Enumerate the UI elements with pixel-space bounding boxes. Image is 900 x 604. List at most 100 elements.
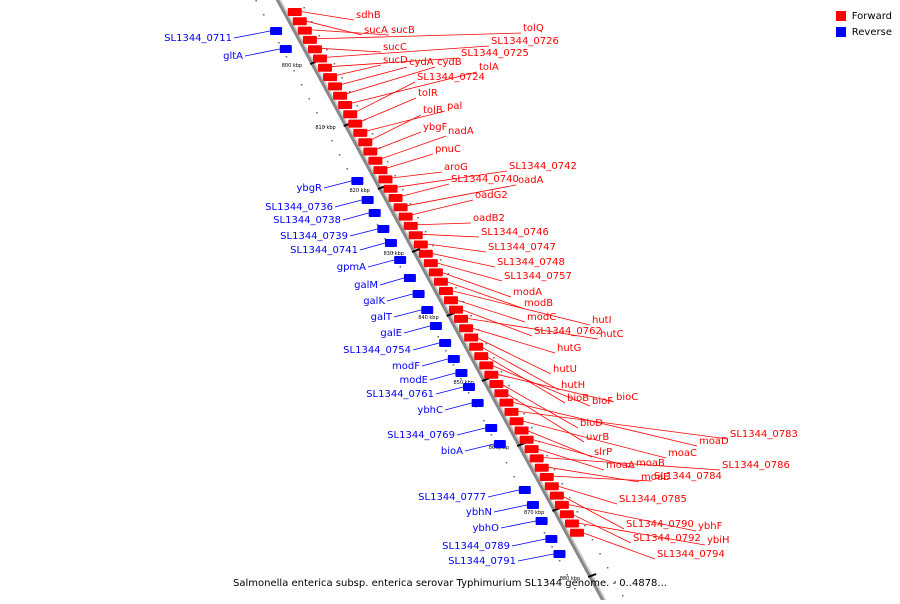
- forward-leader-line: [332, 64, 382, 77]
- guide-dot: [311, 21, 313, 23]
- guide-dot: [561, 483, 563, 485]
- forward-gene-label: SL1344_0762: [534, 326, 602, 337]
- forward-gene-label: modC: [527, 312, 556, 323]
- guide-dot: [278, 42, 280, 44]
- backbone-line: [275, 0, 607, 604]
- forward-leader-line: [363, 110, 446, 133]
- reverse-leader-line: [444, 402, 472, 411]
- reverse-gene-label: gpmA: [337, 262, 366, 273]
- forward-gene-block: [449, 305, 464, 314]
- forward-gene-block: [423, 259, 438, 268]
- forward-leader-line: [358, 97, 417, 123]
- reverse-leader-line: [421, 358, 448, 367]
- forward-gene-label: SL1344_0794: [657, 549, 725, 560]
- reverse-gene-label: ybgR: [296, 183, 322, 194]
- forward-gene-block: [479, 361, 494, 370]
- reverse-gene-label: SL1344_0738: [273, 215, 341, 226]
- guide-dot: [553, 469, 556, 471]
- genome-caption: Salmonella enterica subsp. enterica sero…: [233, 578, 667, 589]
- forward-gene-label: bioD: [580, 418, 603, 429]
- forward-gene-label: uvrB: [586, 432, 609, 443]
- guide-dot: [445, 350, 447, 352]
- forward-gene-label: moaC: [668, 448, 697, 459]
- forward-gene-label: SL1344_0748: [497, 257, 565, 268]
- reverse-leader-line: [334, 199, 362, 208]
- forward-gene-label: pal: [447, 101, 462, 112]
- legend-forward: Forward: [835, 8, 892, 24]
- forward-leader-line: [383, 153, 434, 170]
- forward-gene-block: [297, 26, 312, 35]
- forward-gene-label: tolR: [418, 88, 438, 99]
- forward-gene-block: [287, 8, 302, 16]
- forward-gene-block: [559, 510, 574, 519]
- reverse-leader-line: [464, 443, 494, 452]
- forward-leader-line: [428, 252, 496, 268]
- forward-gene-label: pnuC: [435, 144, 461, 155]
- forward-gene-label: modA: [513, 287, 542, 298]
- reverse-leader-line: [386, 293, 413, 302]
- forward-gene-label: sucD: [383, 55, 408, 66]
- reverse-gene-block: [439, 339, 452, 347]
- reverse-gene-label: galM: [354, 280, 378, 291]
- forward-leader-line: [433, 261, 503, 282]
- forward-gene-label: SL1344_0784: [654, 471, 722, 482]
- reverse-gene-label: SL1344_0761: [366, 389, 434, 400]
- forward-leader-line: [468, 326, 556, 354]
- forward-gene-block: [489, 380, 504, 388]
- guide-dot: [606, 567, 609, 569]
- forward-gene-block: [343, 110, 358, 119]
- guide-dot: [591, 539, 594, 541]
- forward-leader-line: [554, 484, 618, 505]
- forward-gene-block: [433, 277, 448, 286]
- forward-gene-block: [564, 519, 579, 528]
- guide-dot: [346, 168, 348, 170]
- reverse-gene-label: SL1344_0754: [343, 345, 411, 356]
- guide-dot: [399, 266, 402, 268]
- forward-leader-line: [549, 475, 653, 482]
- forward-gene-label: cydB: [437, 57, 462, 68]
- forward-gene-block: [333, 91, 348, 100]
- reverse-leader-line: [517, 553, 554, 562]
- forward-gene-block: [312, 54, 327, 63]
- forward-gene-block: [474, 352, 489, 361]
- reverse-gene-block: [429, 322, 442, 330]
- forward-leader-line: [519, 419, 667, 459]
- forward-gene-block: [534, 463, 549, 472]
- forward-gene-block: [317, 63, 332, 72]
- forward-gene-label: tolB: [423, 105, 443, 116]
- forward-gene-block: [454, 314, 469, 323]
- reverse-gene-label: galK: [363, 296, 385, 307]
- forward-gene-label: SL1344_0790: [626, 519, 694, 530]
- reverse-gene-label: SL1344_0736: [265, 202, 333, 213]
- forward-leader-line: [569, 512, 632, 544]
- guide-dot: [402, 189, 404, 191]
- forward-swatch: [835, 11, 846, 21]
- forward-leader-line: [408, 199, 474, 216]
- reverse-gene-block: [384, 239, 397, 247]
- forward-gene-block: [358, 138, 373, 147]
- forward-gene-block: [307, 45, 322, 54]
- forward-leader-line: [473, 336, 552, 375]
- forward-leader-line: [443, 280, 523, 309]
- forward-gene-label: bioB: [567, 393, 589, 404]
- reverse-gene-label: SL1344_0777: [418, 492, 486, 503]
- forward-leader-line: [322, 45, 490, 58]
- forward-leader-line: [453, 298, 526, 323]
- reverse-leader-line: [487, 489, 519, 498]
- guide-dot: [455, 287, 457, 289]
- guide-dot: [622, 595, 624, 597]
- forward-gene-label: slrP: [594, 447, 612, 458]
- forward-gene-block: [408, 231, 423, 240]
- guide-dot: [409, 203, 412, 205]
- forward-gene-block: [529, 454, 544, 463]
- forward-gene-block: [398, 212, 413, 221]
- forward-gene-label: bioC: [616, 392, 638, 403]
- forward-gene-label: sdhB: [356, 10, 381, 21]
- forward-leader-line: [438, 271, 512, 298]
- reverse-gene-block: [518, 486, 531, 494]
- scale-tick-label: 870 kbp: [524, 510, 544, 516]
- forward-gene-block: [328, 82, 343, 91]
- scale-tick-label: 880 kbp: [560, 576, 580, 582]
- reverse-gene-label: SL1344_0789: [442, 541, 510, 552]
